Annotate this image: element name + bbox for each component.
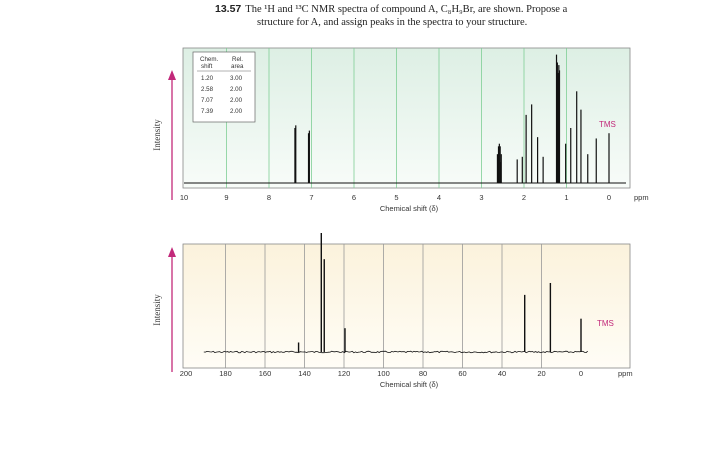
h-nmr-spectrum: 10 9 8 7 6 5 4 3 2 1 0 Chem. Rel. shift area 1.20 … [152, 47, 649, 213]
h-table-header-area: area [231, 63, 244, 70]
c-gridlines [225, 244, 542, 368]
c-tms-label: TMS [597, 319, 614, 328]
h-table-shift: 2.58 [201, 86, 214, 93]
h-tick-label: 4 [437, 193, 441, 202]
c-baseline [203, 350, 588, 354]
c-tick-label: 120 [338, 369, 351, 378]
problem-statement: 13.57 The ¹H and ¹³C NMR spectra of compo… [215, 3, 685, 29]
h-gridlines [226, 48, 567, 188]
h-integration-table: Chem. Rel. shift area 1.20 3.00 2.58 2.0… [192, 51, 256, 123]
h-table-area: 3.00 [230, 75, 243, 82]
c-tick-label: 160 [259, 369, 272, 378]
c-tick-label: 0 [579, 369, 583, 378]
h-table-area: 2.00 [230, 86, 243, 93]
c-tick-label: 200 [180, 369, 193, 378]
c-tick-label: 140 [298, 369, 311, 378]
h-yaxis-label: Intensity [152, 119, 162, 151]
h-xaxis-label: Chemical shift (δ) [380, 204, 439, 213]
c-tick-label: 180 [219, 369, 232, 378]
h-tms-label: TMS [599, 120, 616, 129]
h-table-header-chem: Chem. [200, 56, 219, 63]
h-tick-label: 8 [267, 193, 271, 202]
c-yaxis-label: Intensity [152, 294, 162, 326]
h-table-shift: 7.07 [201, 97, 214, 104]
h-tick-label: 0 [607, 193, 611, 202]
h-tick-label: 5 [394, 193, 398, 202]
c-nmr-spectrum: 200 180 160 140 120 100 80 60 40 20 0 TMS Chemical… [152, 233, 633, 389]
h-tick-label: 1 [564, 193, 568, 202]
h-yaxis-arrow [168, 70, 176, 200]
h-plot-area [182, 47, 631, 189]
h-tick-label: 6 [352, 193, 356, 202]
c-tick-label: 20 [537, 369, 545, 378]
h-table-header-shift: shift [201, 63, 213, 70]
problem-text-line2: structure for A, and assign peaks in the… [257, 17, 528, 28]
h-tick-label: 9 [224, 193, 228, 202]
c-tick-label: 60 [458, 369, 466, 378]
h-table-box [192, 51, 256, 123]
h-tick-label: 7 [309, 193, 313, 202]
h-spectrum-trace [184, 54, 626, 184]
c-tick-label: 100 [377, 369, 390, 378]
c-unit-label: ppm [618, 369, 633, 378]
c-x-axis: 200 180 160 140 120 100 80 60 40 20 0 [180, 369, 583, 378]
h-tick-label: 2 [522, 193, 526, 202]
problem-number: 13.57 [215, 3, 242, 15]
h-table-area: 2.00 [230, 97, 243, 104]
h-table-header-rel: Rel. [232, 56, 243, 63]
c-tick-label: 80 [419, 369, 427, 378]
c-tick-label: 40 [498, 369, 506, 378]
h-table-shift: 1.20 [201, 75, 214, 82]
c-yaxis-arrow [168, 247, 176, 372]
c-xaxis-label: Chemical shift (δ) [380, 380, 439, 389]
h-x-axis: 10 9 8 7 6 5 4 3 2 1 0 [180, 193, 611, 202]
h-unit-label: ppm [634, 193, 649, 202]
problem-text-line1: The ¹H and ¹³C NMR spectra of compound A… [245, 4, 568, 15]
h-tick-label: 10 [180, 193, 188, 202]
c-spectrum-trace [203, 233, 588, 354]
h-tick-label: 3 [479, 193, 483, 202]
c-plot-area [182, 243, 631, 369]
h-table-shift: 7.39 [201, 108, 214, 115]
h-table-area: 2.00 [230, 108, 243, 115]
